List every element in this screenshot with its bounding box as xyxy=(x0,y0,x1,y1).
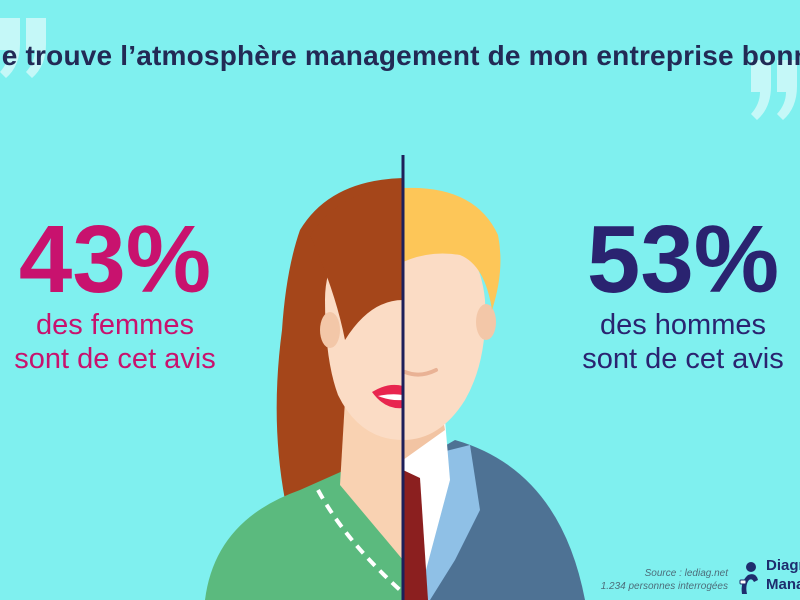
logo-line1: Diagnostic xyxy=(766,557,800,574)
brand-logo: Diagnostic Management xyxy=(738,554,800,600)
woman-half xyxy=(205,178,403,600)
men-label-line1: des hommes xyxy=(599,309,766,341)
source-note: Source : lediag.net 1.234 personnes inte… xyxy=(601,567,728,593)
close-quote-icon xyxy=(751,60,797,120)
logo-text: Diagnostic Management xyxy=(766,556,800,594)
men-percentage: 53% xyxy=(586,206,780,313)
men-stat: 53% des hommes sont de cet avis xyxy=(568,212,798,376)
logo-icon xyxy=(739,562,758,594)
men-label-line2: sont de cet avis xyxy=(582,343,784,375)
man-half xyxy=(403,187,585,600)
open-quote-icon xyxy=(0,18,46,78)
source-line1: Source : lediag.net xyxy=(644,568,728,579)
headline: Je trouve l’atmosphère management de mon… xyxy=(0,40,800,71)
women-label-line1: des femmes xyxy=(36,309,194,341)
women-percentage: 43% xyxy=(18,206,212,313)
women-stat: 43% des femmes sont de cet avis xyxy=(10,212,220,376)
women-label-line2: sont de cet avis xyxy=(14,343,216,375)
logo-line2: Management xyxy=(766,576,800,593)
source-line2: 1.234 personnes interrogées xyxy=(600,581,728,592)
